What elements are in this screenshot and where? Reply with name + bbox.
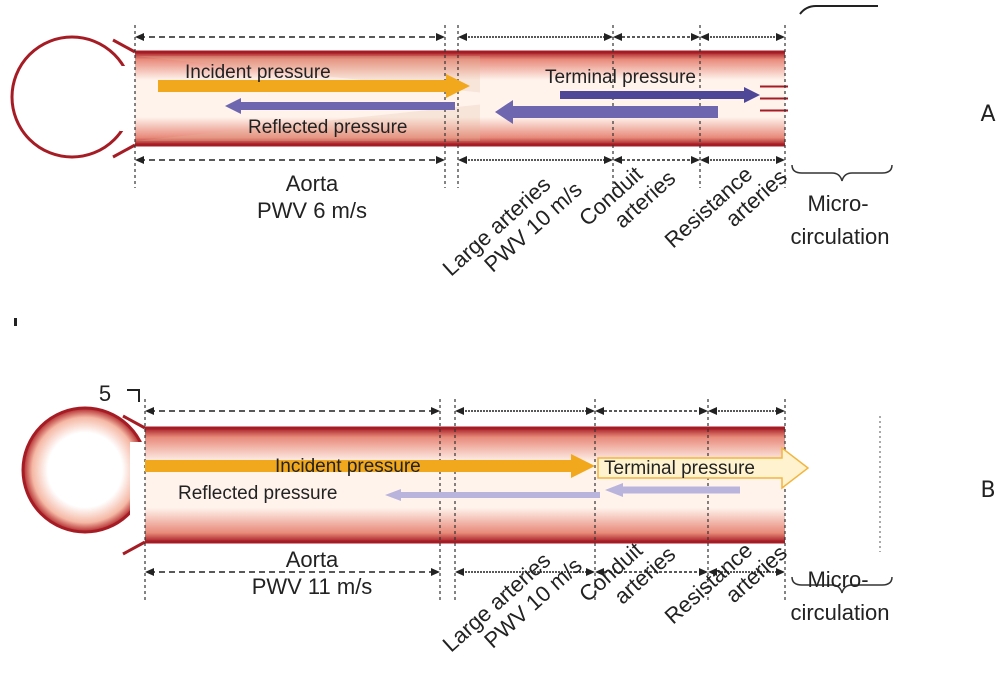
- aortic-root: [10, 35, 134, 159]
- dimension-arrowhead: [595, 407, 604, 415]
- incident-label: Incident pressure: [185, 62, 331, 83]
- dimension-arrowhead: [431, 568, 440, 576]
- tube-taper: [135, 56, 480, 141]
- dimension-arrowhead: [135, 33, 144, 41]
- dimension-arrowhead: [776, 156, 785, 164]
- terminal-label: Terminal pressure: [604, 458, 755, 479]
- dimension-arrowhead: [699, 407, 708, 415]
- tube-wall: [112, 143, 136, 159]
- tube-wall: [122, 414, 146, 430]
- artery-tube: [135, 52, 785, 145]
- pressure-arrow: [145, 454, 595, 478]
- dimension-arrowhead: [691, 33, 700, 41]
- pressure-arrow: [605, 483, 740, 497]
- stray-mark: [14, 318, 17, 326]
- panel: Incident pressure Reflected pressure Termi…: [21, 381, 996, 657]
- dimension-arrowhead: [604, 156, 613, 164]
- dimension-arrowhead: [700, 156, 709, 164]
- segment-label: Aorta: [286, 171, 339, 196]
- dimension-arrowhead: [586, 407, 595, 415]
- segment-label: Micro-: [807, 191, 868, 216]
- tube-wall: [122, 540, 146, 556]
- dimension-arrowhead: [145, 568, 154, 576]
- reflected-label: Reflected pressure: [178, 483, 337, 504]
- dimension-arrowhead: [613, 33, 622, 41]
- panel-letter: B: [980, 478, 995, 503]
- dimension-arrowhead: [436, 33, 445, 41]
- panel-letter: A: [980, 102, 995, 127]
- dimension-arrowhead: [700, 33, 709, 41]
- segment-label: Aorta: [286, 547, 339, 572]
- dimension-arrowhead: [595, 568, 604, 576]
- segment-label: PWV 11 m/s: [252, 574, 373, 599]
- segment-label: PWV 6 m/s: [257, 198, 367, 223]
- dimension-arrowhead: [145, 407, 154, 415]
- segment-label: circulation: [790, 224, 889, 249]
- segment-label: Micro-: [807, 567, 868, 592]
- brace: [791, 576, 893, 594]
- dimension-arrowhead: [431, 407, 440, 415]
- dimension-arrowhead: [458, 33, 467, 41]
- panel: Incident pressure Reflected pressure Termi…: [10, 25, 996, 281]
- dimension-arrowhead: [613, 156, 622, 164]
- dimension-arrowhead: [699, 568, 708, 576]
- bracket-fragment: [799, 5, 878, 15]
- tube-wall: [112, 38, 136, 54]
- dimension-arrowhead: [586, 568, 595, 576]
- dimension-arrowhead: [135, 156, 144, 164]
- segment-label: circulation: [790, 600, 889, 625]
- pressure-arrow: [385, 489, 600, 501]
- dimension-arrowhead: [455, 407, 464, 415]
- pressure-arrow: [225, 98, 455, 114]
- dimension-arrowhead: [776, 407, 785, 415]
- brace: [791, 164, 893, 182]
- pressure-arrow: [560, 87, 760, 103]
- pressure-arrow: [495, 100, 718, 124]
- pressure-arrow: [158, 74, 470, 98]
- dimension-arrowhead: [458, 156, 467, 164]
- reflected-label: Reflected pressure: [248, 117, 407, 138]
- dimension-arrowhead: [708, 407, 717, 415]
- corner-mark: 5: [99, 381, 111, 406]
- pressure-arrow: [597, 446, 810, 490]
- artery-tube: [145, 428, 785, 542]
- dimension-arrowhead: [691, 156, 700, 164]
- dimension-arrowhead: [436, 156, 445, 164]
- dimension-arrowhead: [455, 568, 464, 576]
- aortic-root: [21, 406, 149, 534]
- dimension-arrowhead: [708, 568, 717, 576]
- incident-label: Incident pressure: [275, 456, 421, 477]
- terminal-label: Terminal pressure: [545, 67, 696, 88]
- corner-bracket: [127, 389, 140, 402]
- dimension-arrowhead: [604, 33, 613, 41]
- dimension-arrowhead: [776, 568, 785, 576]
- dimension-arrowhead: [776, 33, 785, 41]
